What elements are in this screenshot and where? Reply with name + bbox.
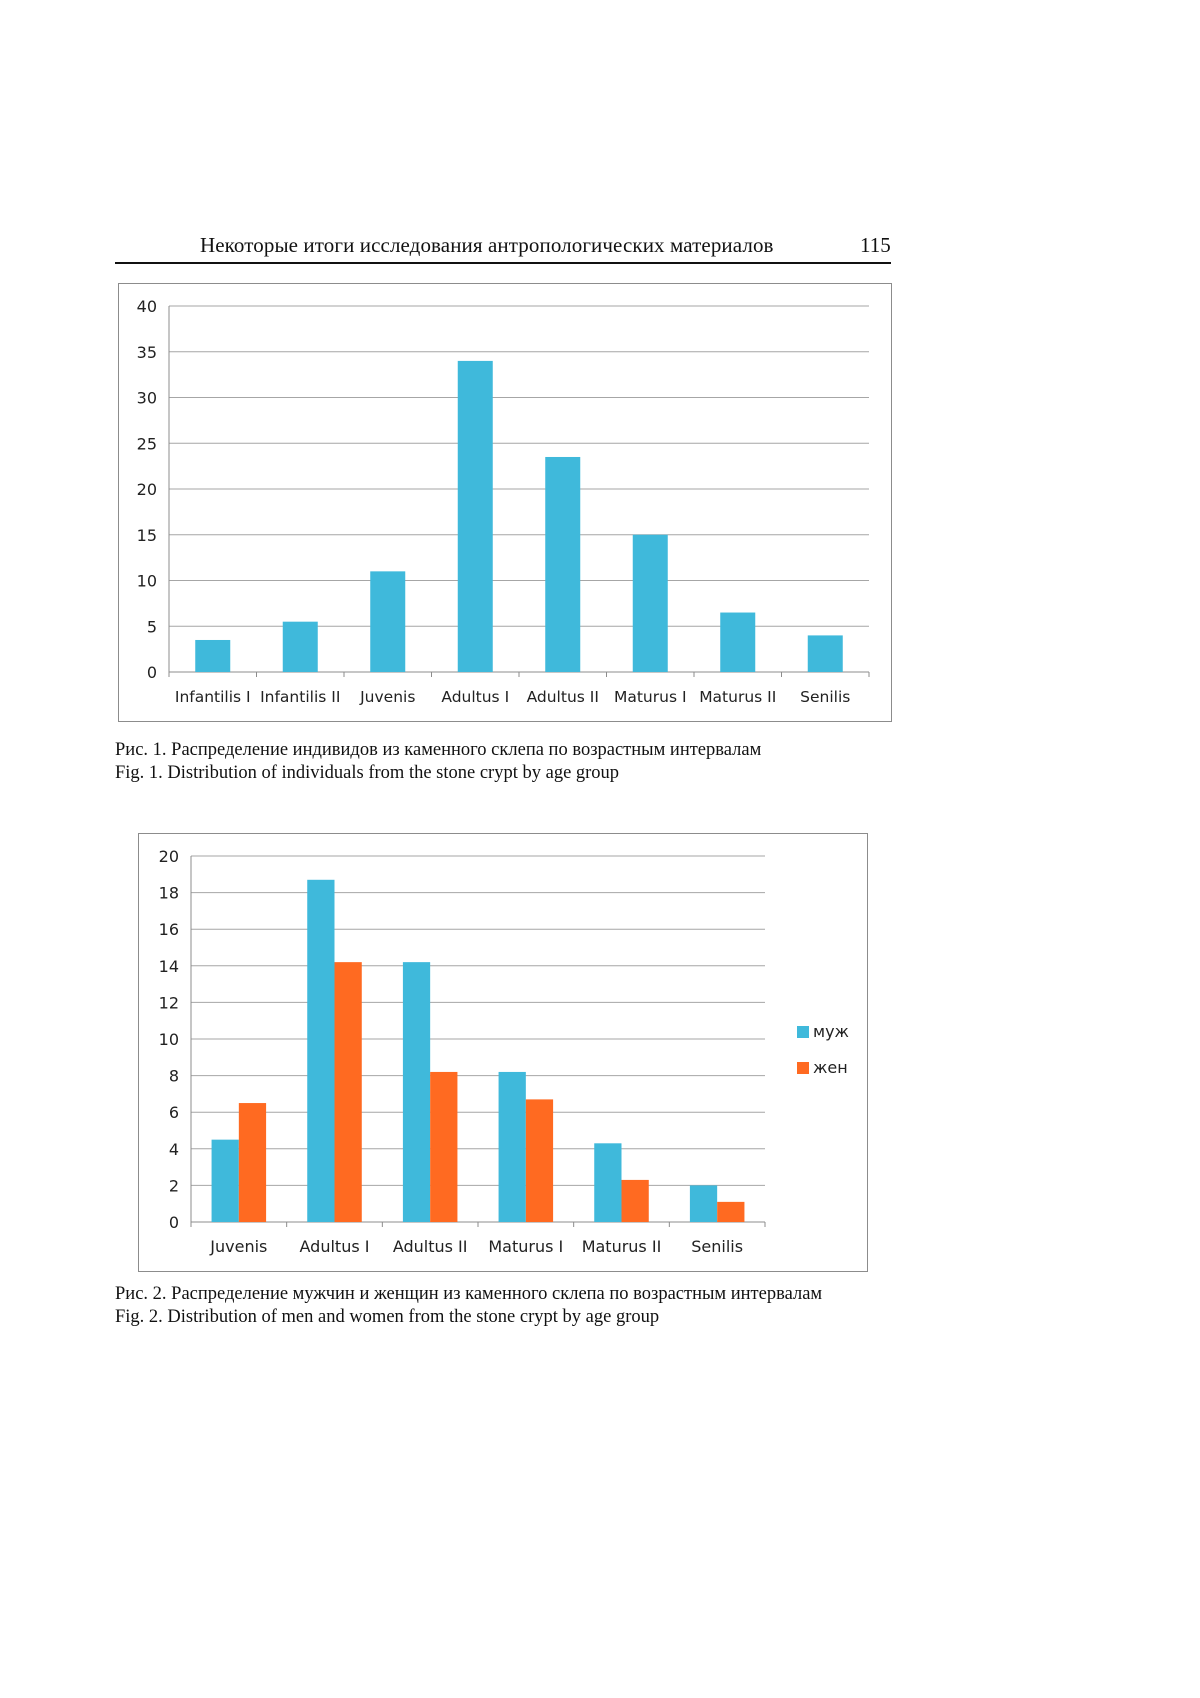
- figure-1-svg: 0 5 10 15 20 25 30 35 40 Infantilis I Infantilis I…: [137, 297, 870, 706]
- bar: [430, 1071, 458, 1222]
- y-tick-label: 8: [169, 1067, 179, 1086]
- y-tick-label: 20: [137, 480, 157, 499]
- y-tick-label: 35: [137, 343, 157, 362]
- y-tick-label: 4: [169, 1140, 179, 1159]
- x-tick-label: Maturus II: [699, 688, 776, 706]
- bar: [402, 962, 431, 1222]
- y-tick-label: 0: [169, 1213, 179, 1232]
- bar: [807, 635, 843, 672]
- x-tick-label: Senilis: [691, 1237, 743, 1256]
- y-tick-label: 6: [169, 1103, 179, 1122]
- legend-swatch: [797, 1062, 809, 1074]
- x-tick-label: Adultus I: [441, 688, 509, 706]
- bar: [211, 1139, 239, 1222]
- legend-label: муж: [813, 1022, 849, 1041]
- bar: [457, 360, 493, 672]
- y-tick-label: 18: [159, 884, 179, 903]
- y-tick-label: 0: [147, 663, 157, 682]
- x-tick-label: Juvenis: [359, 688, 415, 706]
- header-rule: [115, 262, 891, 264]
- bar: [632, 534, 668, 672]
- figure-2-caption: Рис. 2. Распределение мужчин и женщин из…: [115, 1283, 822, 1329]
- y-tick-label: 10: [137, 572, 157, 591]
- bar: [282, 621, 318, 672]
- x-tick-label: Maturus I: [488, 1237, 563, 1256]
- y-tick-label: 25: [137, 434, 157, 453]
- x-tick-label: Adultus II: [393, 1237, 468, 1256]
- figure-2-svg: 0 2 4 6 8 10 12 14 16 18 20 Juvenis Adultus I Adultus…: [159, 847, 849, 1256]
- figure-1-caption-en: Fig. 1. Distribution of individuals from…: [115, 763, 620, 783]
- bar: [307, 879, 335, 1222]
- x-tick-label: Adultus II: [527, 688, 599, 706]
- bar: [334, 962, 362, 1222]
- x-tick-label: Maturus I: [614, 688, 687, 706]
- bar: [498, 1071, 526, 1222]
- figure-1-chart: 0 5 10 15 20 25 30 35 40 Infantilis I Infantilis I…: [118, 283, 892, 722]
- figure-1-caption-ru: Рис. 1. Распределение индивидов из камен…: [115, 740, 762, 760]
- figure-2-chart: 0 2 4 6 8 10 12 14 16 18 20 Juvenis Adultus I Adultus…: [138, 833, 868, 1272]
- y-tick-label: 20: [159, 847, 179, 866]
- figure-1-caption: Рис. 1. Распределение индивидов из камен…: [115, 739, 761, 785]
- figure-2-caption-ru: Рис. 2. Распределение мужчин и женщин из…: [115, 1284, 823, 1304]
- legend-swatch: [797, 1026, 809, 1038]
- y-tick-label: 10: [159, 1030, 179, 1049]
- y-tick-label: 12: [159, 993, 179, 1012]
- bar: [594, 1143, 622, 1222]
- y-tick-label: 2: [169, 1176, 179, 1195]
- bar: [525, 1099, 554, 1222]
- bar: [370, 571, 406, 672]
- x-tick-label: Juvenis: [209, 1237, 267, 1256]
- y-tick-label: 30: [137, 389, 157, 408]
- page-number: 115: [860, 233, 891, 257]
- bar: [720, 612, 756, 672]
- figure-2-caption-en: Fig. 2. Distribution of men and women fr…: [115, 1307, 660, 1327]
- bar: [238, 1103, 267, 1222]
- x-tick-label: Adultus I: [300, 1237, 370, 1256]
- running-header-title: Некоторые итоги исследования антропологи…: [200, 233, 774, 257]
- x-tick-label: Maturus II: [582, 1237, 662, 1256]
- y-tick-label: 16: [159, 920, 179, 939]
- x-tick-label: Infantilis II: [260, 688, 340, 706]
- y-tick-label: 15: [137, 526, 157, 545]
- x-tick-label: Infantilis I: [175, 688, 251, 706]
- bar: [689, 1185, 718, 1222]
- y-tick-label: 5: [147, 617, 157, 636]
- bar: [621, 1179, 649, 1222]
- y-tick-label: 40: [137, 297, 157, 316]
- y-tick-label: 14: [159, 957, 179, 976]
- bar: [195, 639, 231, 672]
- legend-label: жен: [813, 1058, 848, 1077]
- bar: [545, 456, 581, 672]
- x-tick-label: Senilis: [800, 688, 850, 706]
- bar: [717, 1201, 745, 1222]
